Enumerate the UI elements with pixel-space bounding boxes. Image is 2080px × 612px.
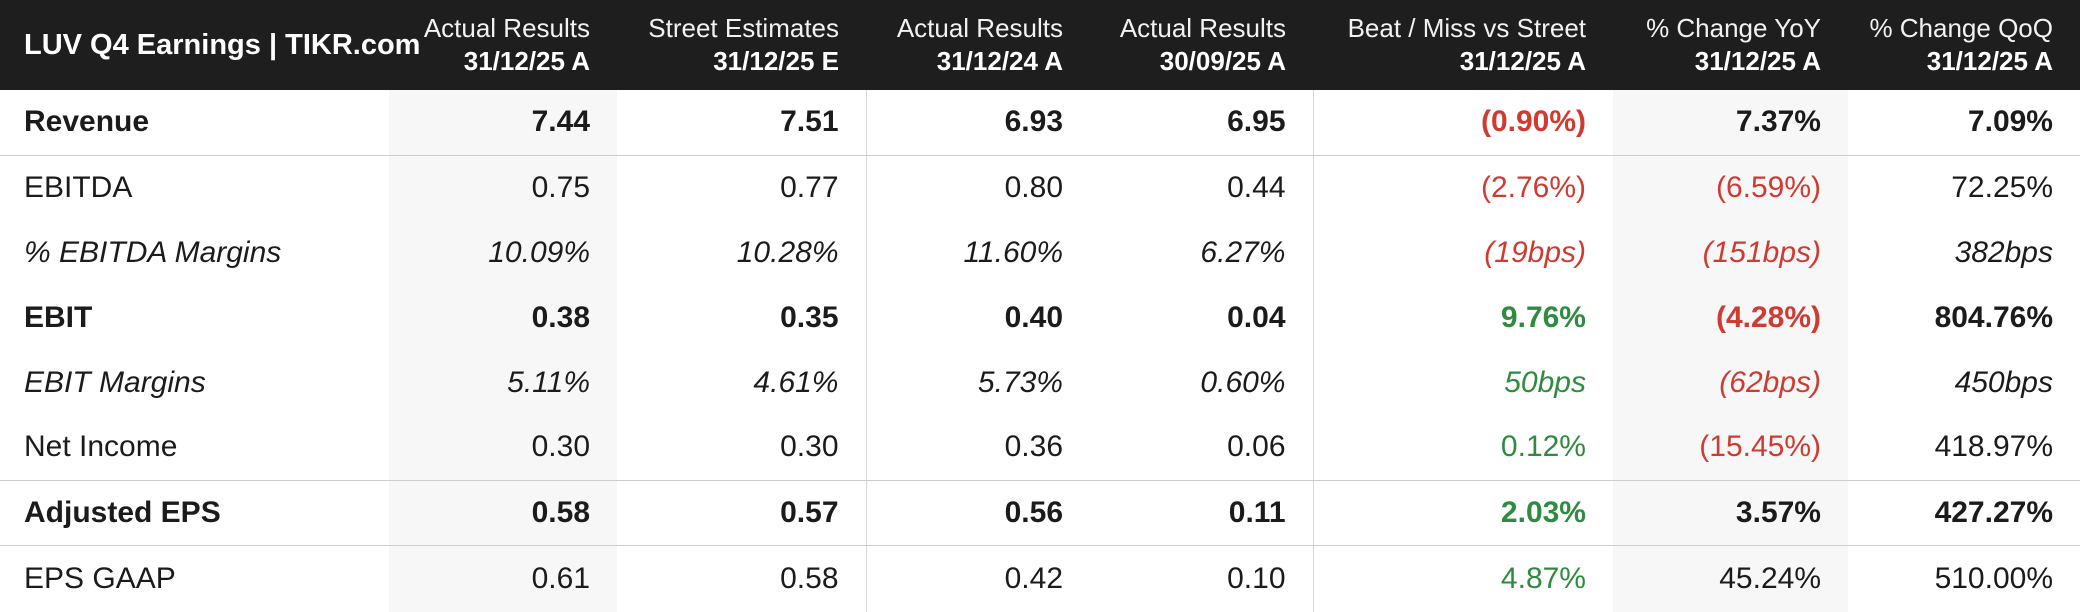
row-eps-gaap: EPS GAAP 0.61 0.58 0.42 0.10 4.87% 45.24… [0,545,2080,612]
metric-label: EPS GAAP [24,561,176,595]
value-cell: 0.30 [389,415,617,481]
value-cell: 0.36 [865,415,1090,481]
table-title: LUV Q4 Earnings | TIKR.com [0,0,420,90]
column-header-actual-q3-25: Actual Results 30/09/25 A [1090,0,1313,90]
value-cell: (19bps) [1312,220,1613,285]
value-cell: 5.73% [865,350,1090,415]
value-cell: 0.56 [865,480,1090,546]
value-cell: 0.61 [389,545,617,612]
value-cell: (62bps) [1613,350,1848,415]
value-cell: (6.59%) [1613,155,1848,220]
value-cell: 427.27% [1848,480,2080,546]
value-cell: 0.11 [1090,480,1313,546]
column-period-date: 31/12/25 A [1694,46,1821,76]
column-header-beat-miss: Beat / Miss vs Street 31/12/25 A [1313,0,1613,90]
value-cell: 72.25% [1951,170,2053,204]
value-cell: 9.76% [1312,285,1613,350]
row-net-income: Net Income 0.30 0.30 0.36 0.06 0.12% (15… [0,415,2080,481]
value-cell: 11.60% [865,220,1090,285]
column-header-change-yoy: % Change YoY 31/12/25 A [1613,0,1848,90]
value-cell: 7.37% [1613,90,1848,156]
value-cell: 0.42 [865,545,1090,612]
row-revenue: Revenue 7.44 7.51 6.93 6.95 (0.90%) 7.37… [0,90,2080,156]
value-cell: 4.61% [753,365,839,399]
value-cell: 6.95 [1090,90,1313,156]
value-cell: 6.93 [865,90,1090,156]
column-period-type: Actual Results [896,13,1063,43]
metric-label: EBIT [24,300,93,334]
value-cell: 0.44 [1227,170,1286,204]
value-cell: 2.03% [1312,480,1613,546]
value-cell: 0.30 [617,415,866,481]
row-ebit: EBIT 0.38 0.35 0.40 0.04 9.76% (4.28%) 8… [0,285,2080,350]
value-cell: 10.28% [736,235,839,269]
value-cell: (4.28%) [1613,285,1848,350]
row-ebitda: EBITDA 0.75 0.77 0.80 0.44 (2.76%) (6.59… [0,155,2080,220]
value-cell: 0.40 [865,285,1090,350]
column-header-street-estimates: Street Estimates 31/12/25 E [617,0,866,90]
value-cell: (0.90%) [1312,90,1613,156]
column-period-date: 31/12/25 E [713,46,839,76]
value-cell: 0.38 [389,285,617,350]
column-period-type: Actual Results [423,13,590,43]
column-period-type: Street Estimates [648,13,839,43]
value-cell: 7.51 [617,90,866,156]
column-period-date: 31/12/25 A [463,46,590,76]
column-header-actual-q4-25: Actual Results 31/12/25 A [389,0,617,90]
metric-label: Adjusted EPS [0,480,389,546]
value-cell: 418.97% [1848,415,2080,481]
value-cell: 7.09% [1848,90,2080,156]
value-cell: 3.57% [1613,480,1848,546]
value-cell: 5.11% [389,350,617,415]
value-cell: 0.06 [1090,415,1313,481]
value-cell: 0.58 [389,480,617,546]
column-period-type: % Change QoQ [1869,13,2053,43]
value-cell: 6.27% [1200,235,1286,269]
value-cell: 4.87% [1312,545,1613,612]
column-period-date: 30/09/25 A [1159,46,1286,76]
metric-label: EBIT Margins [24,365,206,399]
value-cell: 0.35 [780,300,839,334]
value-cell: 0.75 [389,155,617,220]
value-cell: 50bps [1312,350,1613,415]
value-cell: 0.57 [617,480,866,546]
column-period-date: 31/12/24 A [936,46,1063,76]
value-cell: 0.77 [780,170,839,204]
value-cell: 0.80 [865,155,1090,220]
value-cell: (15.45%) [1613,415,1848,481]
column-period-type: Beat / Miss vs Street [1347,13,1586,43]
column-period-date: 31/12/25 A [1926,46,2053,76]
column-header-change-qoq: % Change QoQ 31/12/25 A [1848,0,2080,90]
value-cell: (2.76%) [1312,155,1613,220]
value-cell: 0.10 [1227,561,1286,595]
value-cell: 10.09% [389,220,617,285]
value-cell: 382bps [1954,235,2053,269]
column-period-date: 31/12/25 A [1459,46,1586,76]
column-period-type: Actual Results [1119,13,1286,43]
value-cell: (151bps) [1613,220,1848,285]
value-cell: 804.76% [1934,300,2053,334]
row-ebit-margins: EBIT Margins 5.11% 4.61% 5.73% 0.60% 50b… [0,350,2080,415]
value-cell: 510.00% [1934,561,2053,595]
metric-label: EBITDA [24,170,133,204]
column-period-type: % Change YoY [1646,13,1821,43]
row-adjusted-eps: Adjusted EPS 0.58 0.57 0.56 0.11 2.03% 3… [0,480,2080,546]
value-cell: 45.24% [1613,545,1848,612]
value-cell: 0.60% [1200,365,1286,399]
header-row: LUV Q4 Earnings | TIKR.com Actual Result… [0,0,2080,90]
metric-label: Net Income [0,415,389,481]
value-cell: 0.12% [1312,415,1613,481]
value-cell: 7.44 [389,90,617,156]
metric-label: Revenue [0,90,389,156]
column-header-actual-q4-24: Actual Results 31/12/24 A [866,0,1090,90]
row-ebitda-margins: % EBITDA Margins 10.09% 10.28% 11.60% 6.… [0,220,2080,285]
value-cell: 0.04 [1227,300,1286,334]
value-cell: 450bps [1954,365,2053,399]
metric-label: % EBITDA Margins [24,235,282,269]
value-cell: 0.58 [780,561,839,595]
